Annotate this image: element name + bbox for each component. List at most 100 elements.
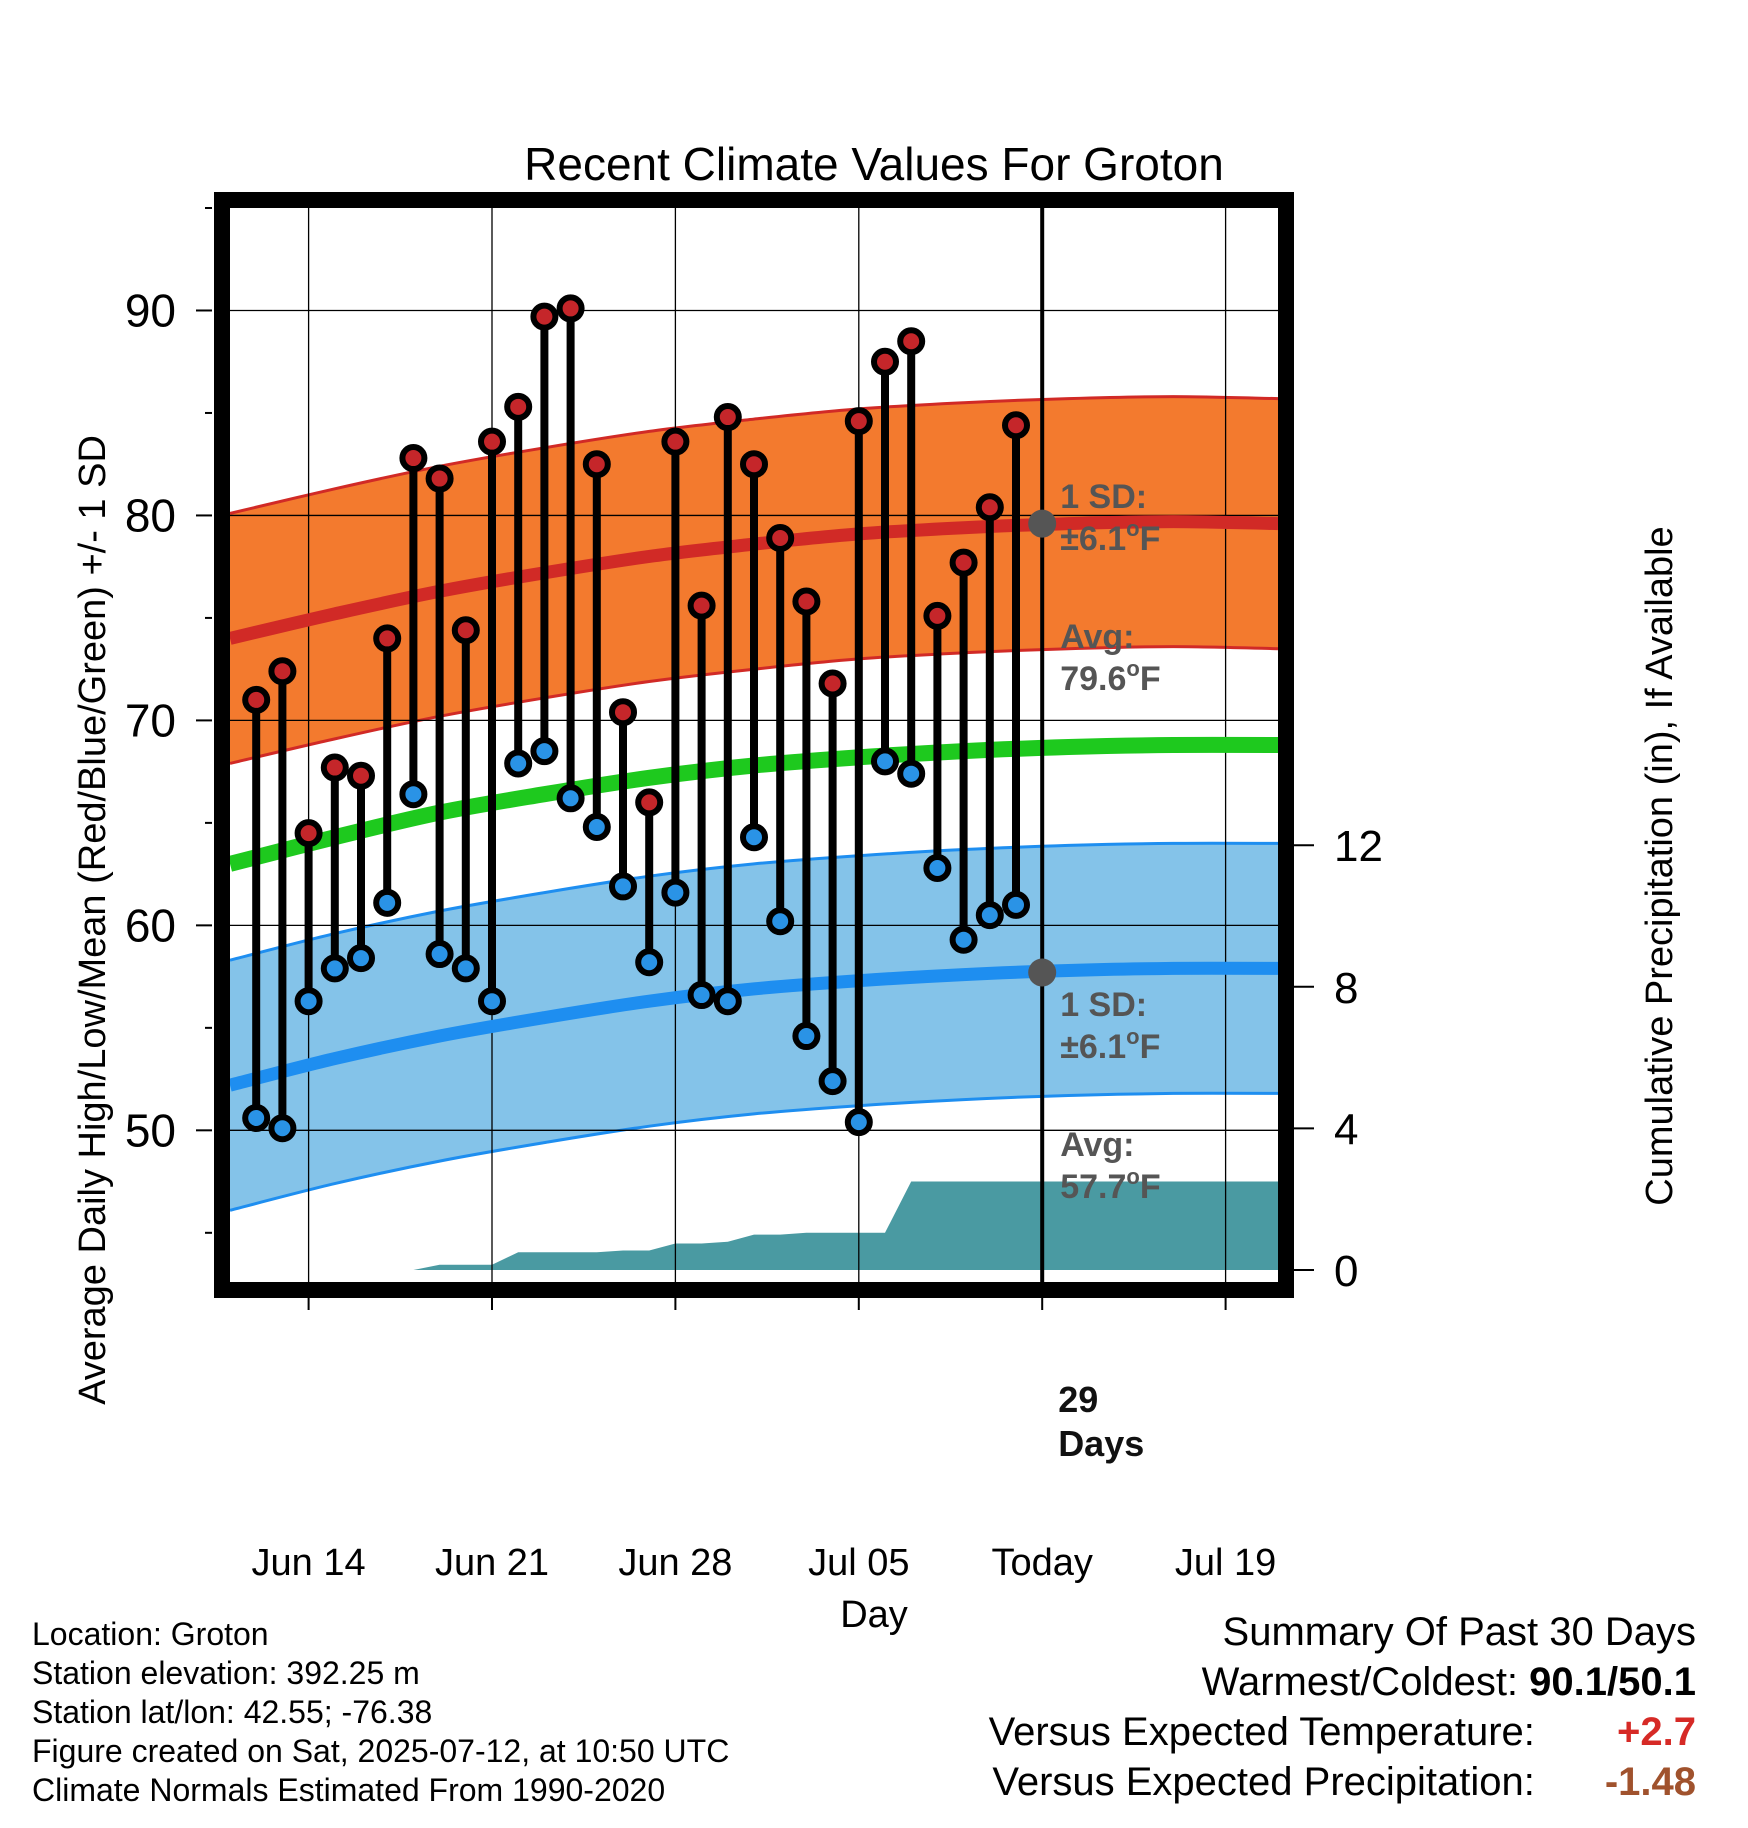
daily-high-point xyxy=(923,601,952,630)
daily-high-point xyxy=(425,464,454,493)
low-normal-line xyxy=(230,961,1278,1092)
y2-axis-label: Cumulative Precipitation (in), If Availa… xyxy=(1639,526,1681,1205)
x-tick-label: Jun 21 xyxy=(435,1542,549,1584)
warm-cold-label: Warmest/Coldest: xyxy=(1201,1660,1519,1704)
daily-high-point xyxy=(294,819,323,848)
daily-low-point xyxy=(792,1022,821,1051)
daily-high-point xyxy=(242,685,271,714)
high-sd-label-line1: 1 SD: xyxy=(1060,478,1147,516)
daily-low-point xyxy=(478,987,506,1016)
daily-low-point xyxy=(635,948,664,977)
latlon-text: Station lat/lon: 42.55; -76.38 xyxy=(32,1694,433,1730)
daily-low-point xyxy=(871,747,899,776)
daily-low-point xyxy=(582,812,611,841)
daily-high-point xyxy=(373,624,402,653)
low-sd-label-line1: 1 SD: xyxy=(1060,986,1147,1024)
daily-high-point xyxy=(268,657,297,686)
daily-high-point xyxy=(871,347,899,376)
precipitation-area xyxy=(230,1181,1278,1270)
daily-high-point xyxy=(451,616,480,645)
high-normal-upper-edge xyxy=(230,395,1278,515)
station-info: Location: Groton Station elevation: 392.… xyxy=(32,1615,729,1810)
high-sd-label-line2: ±6.1oF xyxy=(1060,516,1160,558)
daily-high-point xyxy=(347,761,375,790)
daily-high-point xyxy=(818,669,847,698)
daily-high-point xyxy=(740,450,768,479)
daily-high-point xyxy=(687,591,716,620)
daily-low-point xyxy=(844,1108,873,1137)
high-avg-label-line2: 79.6oF xyxy=(1060,656,1160,698)
plot-frame xyxy=(214,192,1294,1298)
daily-low-point xyxy=(661,878,690,907)
daily-high-point xyxy=(478,427,506,456)
x-tick-label: Jun 28 xyxy=(618,1542,732,1584)
daily-low-point xyxy=(1002,890,1030,919)
daily-high-point xyxy=(897,327,926,356)
daily-low-point xyxy=(687,981,716,1010)
normals-text: Climate Normals Estimated From 1990-2020 xyxy=(32,1772,666,1808)
daily-high-point xyxy=(320,753,349,782)
daily-high-point xyxy=(582,450,611,479)
y-tick-label: 50 xyxy=(125,1104,176,1156)
daily-low-point xyxy=(504,749,533,778)
daily-low-point xyxy=(766,907,795,936)
daily-low-point xyxy=(530,737,559,766)
daily-low-point xyxy=(609,872,637,901)
daily-high-point xyxy=(975,493,1004,522)
temp-value: +2.7 xyxy=(1617,1710,1696,1754)
daily-low-point xyxy=(425,940,454,969)
low-avg-label-line2: 57.7oF xyxy=(1060,1164,1160,1206)
y2-tick-label: 4 xyxy=(1334,1105,1358,1154)
daily-low-point xyxy=(740,823,768,852)
low-sd-label-line2: ±6.1oF xyxy=(1060,1024,1160,1066)
today-low-normal-marker xyxy=(1028,958,1057,987)
x-tick-label: Jul 19 xyxy=(1175,1542,1276,1584)
daily-low-point xyxy=(923,853,952,882)
y-tick-label: 80 xyxy=(125,489,176,541)
daily-high-point xyxy=(713,403,742,432)
daily-low-point xyxy=(320,954,349,983)
x-axis-label: Day xyxy=(840,1594,908,1636)
daily-high-point xyxy=(792,587,821,616)
y2-tick-label: 12 xyxy=(1334,822,1383,871)
location-text: Location: Groton xyxy=(32,1616,269,1652)
warm-cold-row: Warmest/Coldest: 90.1/50.1 xyxy=(989,1657,1696,1707)
warm-cold-value: 90.1/50.1 xyxy=(1529,1660,1696,1704)
y-tick-label: 90 xyxy=(125,284,176,336)
y2-tick-label: 8 xyxy=(1334,964,1358,1013)
daily-high-point xyxy=(609,698,637,727)
precip-label: Versus Expected Precipitation: xyxy=(992,1760,1535,1804)
days-label-line2: Days xyxy=(1058,1423,1144,1464)
daily-high-point xyxy=(635,788,664,817)
daily-low-point xyxy=(451,954,480,983)
daily-low-point xyxy=(713,987,742,1016)
daily-low-point xyxy=(373,888,402,917)
low-avg-label-line1: Avg: xyxy=(1060,1126,1134,1164)
low-normal-lower-edge xyxy=(230,1091,1278,1212)
daily-low-point xyxy=(897,759,926,788)
daily-high-point xyxy=(1002,411,1030,440)
precip-value: -1.48 xyxy=(1604,1760,1696,1804)
y-tick-label: 70 xyxy=(125,694,176,746)
elevation-text: Station elevation: 392.25 m xyxy=(32,1655,420,1691)
daily-high-point xyxy=(844,407,873,436)
daily-high-point xyxy=(399,444,428,473)
daily-high-point xyxy=(949,548,978,577)
daily-high-point xyxy=(766,523,795,552)
summary-heading: Summary Of Past 30 Days xyxy=(1222,1610,1696,1654)
daily-low-point xyxy=(347,944,375,973)
x-tick-label: Jun 14 xyxy=(252,1542,366,1584)
precip-row: Versus Expected Precipitation: -1.48 xyxy=(989,1757,1696,1807)
daily-high-point xyxy=(661,427,690,456)
daily-low-point xyxy=(268,1114,297,1143)
daily-high-point xyxy=(556,294,585,323)
daily-low-point xyxy=(818,1067,847,1096)
x-tick-label: Today xyxy=(991,1542,1092,1584)
daily-low-point xyxy=(949,925,978,954)
low-normal-upper-edge xyxy=(230,841,1278,962)
daily-low-point xyxy=(399,780,428,809)
days-label-line1: 29 xyxy=(1058,1379,1098,1420)
temp-row: Versus Expected Temperature: +2.7 xyxy=(989,1707,1696,1757)
created-text: Figure created on Sat, 2025-07-12, at 10… xyxy=(32,1733,730,1769)
